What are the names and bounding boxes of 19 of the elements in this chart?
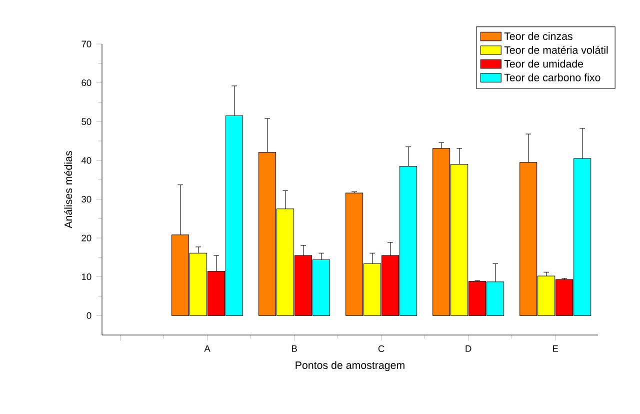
y-tick-label: 30 [82, 196, 92, 202]
x-tick-label: D [466, 345, 472, 352]
x-tick-label: B [292, 345, 297, 352]
y-tick-label: 70 [82, 40, 92, 48]
y-tick-label: 40 [81, 157, 92, 164]
legend-label: Teor de carbono fixo [504, 73, 600, 82]
x-tick-label: C [378, 345, 384, 352]
y-tick-label: 20 [82, 234, 92, 242]
x-tick-label: E [553, 345, 558, 352]
legend-label: Teor de cinzas [504, 32, 572, 40]
y-axis-title: Análises médias [64, 151, 72, 228]
y-tick-label: 60 [82, 80, 92, 86]
legend-label: Teor de matéria volátil [504, 46, 608, 54]
y-tick-label: 0 [86, 312, 92, 319]
y-tick-label: 10 [82, 274, 92, 280]
legend-label: Teor de umidade [504, 60, 584, 68]
y-tick-label: 50 [82, 118, 92, 125]
x-axis-title: Pontos de amostragem [296, 361, 404, 372]
x-tick-label: A [204, 345, 210, 352]
